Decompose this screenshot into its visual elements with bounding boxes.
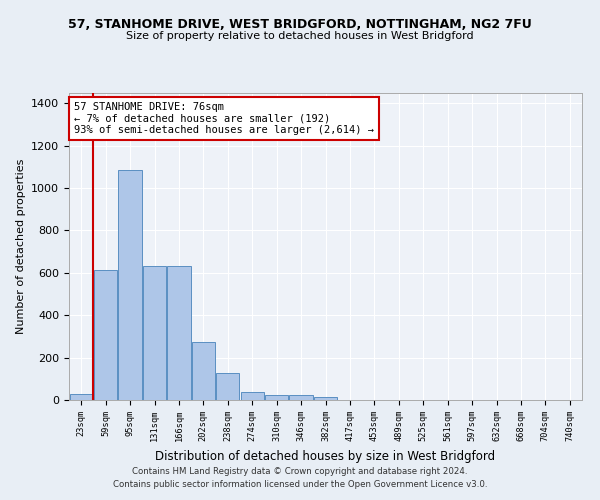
- Text: 57 STANHOME DRIVE: 76sqm
← 7% of detached houses are smaller (192)
93% of semi-d: 57 STANHOME DRIVE: 76sqm ← 7% of detache…: [74, 102, 374, 135]
- Bar: [216, 374, 239, 400]
- Bar: [70, 394, 93, 400]
- Bar: [118, 170, 142, 400]
- Bar: [241, 392, 264, 400]
- Bar: [289, 394, 313, 400]
- Y-axis label: Number of detached properties: Number of detached properties: [16, 158, 26, 334]
- Bar: [192, 342, 215, 400]
- Bar: [143, 266, 166, 400]
- Bar: [94, 270, 117, 400]
- Text: Contains HM Land Registry data © Crown copyright and database right 2024.: Contains HM Land Registry data © Crown c…: [132, 467, 468, 476]
- Text: 57, STANHOME DRIVE, WEST BRIDGFORD, NOTTINGHAM, NG2 7FU: 57, STANHOME DRIVE, WEST BRIDGFORD, NOTT…: [68, 18, 532, 30]
- X-axis label: Distribution of detached houses by size in West Bridgford: Distribution of detached houses by size …: [155, 450, 496, 462]
- Bar: [314, 397, 337, 400]
- Text: Size of property relative to detached houses in West Bridgford: Size of property relative to detached ho…: [126, 31, 474, 41]
- Bar: [167, 266, 191, 400]
- Text: Contains public sector information licensed under the Open Government Licence v3: Contains public sector information licen…: [113, 480, 487, 489]
- Bar: [265, 394, 288, 400]
